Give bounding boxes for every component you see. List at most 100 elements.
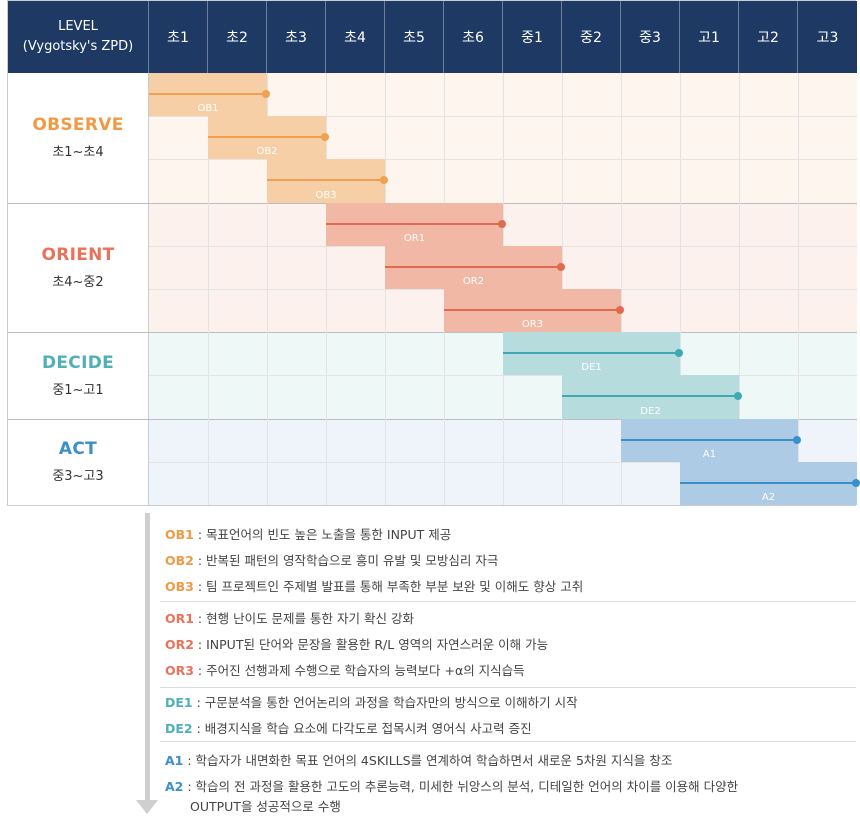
- grade-header-6: 초6: [444, 1, 503, 73]
- band-separator: [8, 332, 857, 334]
- stage-end-dot: [262, 90, 270, 98]
- stage-end-dot: [734, 392, 742, 401]
- stage-code-label: OB1: [197, 103, 219, 115]
- stage-end-dot: [380, 176, 388, 185]
- stage-code-label: OB2: [256, 146, 278, 158]
- legend-description: : 현행 난이도 문제를 통한 자기 확신 강화: [193, 611, 414, 626]
- column-divider: [680, 73, 681, 505]
- stage-code-label: OB3: [315, 189, 337, 201]
- stage-code-label: DE2: [640, 405, 661, 417]
- band-name: ACT: [58, 439, 98, 460]
- stage-end-dot: [616, 306, 624, 314]
- legend-code: OR3: [165, 663, 194, 678]
- stage-code-label: DE1: [581, 362, 602, 374]
- legend-description: : 구문분석을 통한 언어논리의 과정을 학습자만의 방식으로 이해하기 시작: [192, 695, 578, 710]
- column-divider: [326, 73, 327, 505]
- legend-description: : 팀 프로젝트인 주제별 발표를 통해 부족한 부분 보완 및 이해도 향상 …: [193, 579, 584, 594]
- grade-header-9: 중3: [621, 1, 680, 73]
- stage-end-dot: [852, 478, 860, 487]
- level-header-title: LEVEL: [58, 19, 98, 34]
- band-name: OBSERVE: [32, 115, 124, 136]
- legend-code: A2: [165, 779, 184, 794]
- legend-item-or1: OR1 : 현행 난이도 문제를 통한 자기 확신 강화: [165, 608, 414, 627]
- grade-header-4: 초4: [326, 1, 385, 73]
- stage-legend: OB1 : 목표언어의 빈도 높은 노출을 통한 INPUT 제공 OB2 : 반…: [0, 506, 860, 835]
- band-label-observe: OBSERVE 초1~초4: [8, 73, 149, 203]
- stage-code-label: OR2: [462, 275, 485, 287]
- grade-header-12: 고3: [798, 1, 857, 73]
- band-range: 초1~초4: [52, 145, 104, 161]
- grade-header-1: 초1: [149, 1, 208, 73]
- legend-item-a1: A1 : 학습자가 내면화한 목표 언어의 4SKILLS를 연계하여 학습하면…: [165, 750, 672, 769]
- legend-description: : 학습의 전 과정을 활용한 고도의 추론능력, 미세한 뉘앙스의 분석, 디…: [183, 779, 739, 794]
- stage-bar-a2: A2: [680, 461, 860, 505]
- stage-code-label: OR1: [403, 232, 426, 244]
- band-label-act: ACT 중3~고3: [8, 418, 149, 505]
- legend-description-continuation: OUTPUT을 성공적으로 수행: [190, 799, 341, 814]
- stage-code-label: A2: [761, 491, 776, 503]
- band-separator: [8, 418, 857, 420]
- stage-timeline: [149, 93, 265, 95]
- band-range: 초4~중2: [52, 274, 104, 290]
- column-divider: [621, 73, 622, 505]
- legend-group-divider: [160, 741, 856, 742]
- legend-group-divider: [160, 601, 856, 602]
- grade-header-7: 중1: [503, 1, 562, 73]
- legend-item-or2: OR2 : INPUT된 단어와 문장을 활용한 R/L 영역의 자연스러운 이…: [165, 634, 548, 653]
- legend-group-divider: [160, 687, 856, 688]
- stage-bar-ob2: OB2: [208, 116, 329, 160]
- legend-code: OR1: [165, 611, 194, 626]
- stage-timeline: [326, 222, 501, 225]
- legend-code: OB2: [165, 553, 194, 568]
- band-label-orient: ORIENT 초4~중2: [8, 202, 149, 333]
- column-divider: [208, 73, 209, 505]
- legend-description: : INPUT된 단어와 문장을 활용한 R/L 영역의 자연스러운 이해 가능: [193, 637, 549, 652]
- grade-header-5: 초5: [385, 1, 444, 73]
- legend-description: : 반복된 패턴의 영작학습으로 흥미 유발 및 모방심리 자극: [193, 553, 499, 568]
- progress-arrow-shaft: [145, 513, 150, 807]
- legend-description: : 목표언어의 빈도 높은 노출을 통한 INPUT 제공: [193, 527, 452, 542]
- level-header-cell: LEVEL (Vygotsky's ZPD): [8, 1, 149, 73]
- legend-item-ob2: OB2 : 반복된 패턴의 영작학습으로 흥미 유발 및 모방심리 자극: [165, 550, 498, 569]
- grade-header-3: 초3: [267, 1, 326, 73]
- stage-end-dot: [321, 133, 329, 142]
- grade-header-2: 초2: [208, 1, 267, 73]
- band-label-decide: DECIDE 중1~고1: [8, 332, 149, 419]
- stage-timeline: [444, 309, 619, 311]
- column-divider: [739, 73, 740, 505]
- legend-code: DE2: [165, 721, 193, 736]
- stage-bar-or1: OR1: [326, 202, 506, 246]
- legend-item-or3: OR3 : 주어진 선행과제 수행으로 학습자의 능력보다 +α의 지식습득: [165, 660, 525, 679]
- stage-timeline: [208, 136, 324, 139]
- grade-header-8: 중2: [562, 1, 621, 73]
- legend-item-ob3: OB3 : 팀 프로젝트인 주제별 발표를 통해 부족한 부분 보완 및 이해도…: [165, 576, 583, 595]
- legend-code: OB1: [165, 527, 194, 542]
- stage-code-label: A1: [702, 448, 717, 460]
- stage-bar-a1: A1: [621, 418, 801, 462]
- legend-item-ob1: OB1 : 목표언어의 빈도 높은 노출을 통한 INPUT 제공: [165, 524, 451, 543]
- stage-bar-or2: OR2: [385, 245, 565, 289]
- stage-end-dot: [557, 262, 565, 271]
- legend-description: : 주어진 선행과제 수행으로 학습자의 능력보다 +α의 지식습득: [193, 663, 525, 678]
- band-name: ORIENT: [41, 244, 115, 265]
- stage-timeline: [621, 438, 796, 441]
- legend-description: : 학습자가 내면화한 목표 언어의 4SKILLS를 연계하여 학습하면서 새…: [183, 753, 673, 768]
- legend-code: A1: [165, 753, 184, 768]
- grade-header-11: 고2: [739, 1, 798, 73]
- legend-item-a2: A2 : 학습의 전 과정을 활용한 고도의 추론능력, 미세한 뉘앙스의 분석…: [165, 776, 738, 795]
- column-divider: [798, 73, 799, 505]
- stage-code-label: OR3: [521, 319, 544, 331]
- legend-code: OB3: [165, 579, 194, 594]
- column-divider: [267, 73, 268, 505]
- band-range: 중1~고1: [52, 382, 104, 398]
- stage-bar-ob3: OB3: [267, 159, 388, 203]
- arrow-down-icon: [136, 800, 158, 814]
- legend-item-de2: DE2 : 배경지식을 학습 요소에 다각도로 접목시켜 영어식 사고력 증진: [165, 718, 532, 737]
- stage-bar-de2: DE2: [562, 375, 742, 419]
- band-observe: OBSERVE 초1~초4: [8, 73, 857, 203]
- legend-code: OR2: [165, 637, 194, 652]
- stage-timeline: [385, 265, 560, 268]
- legend-item-de1: DE1 : 구문분석을 통한 언어논리의 과정을 학습자만의 방식으로 이해하기…: [165, 692, 578, 711]
- stage-end-dot: [498, 219, 506, 228]
- band-name: DECIDE: [41, 352, 115, 373]
